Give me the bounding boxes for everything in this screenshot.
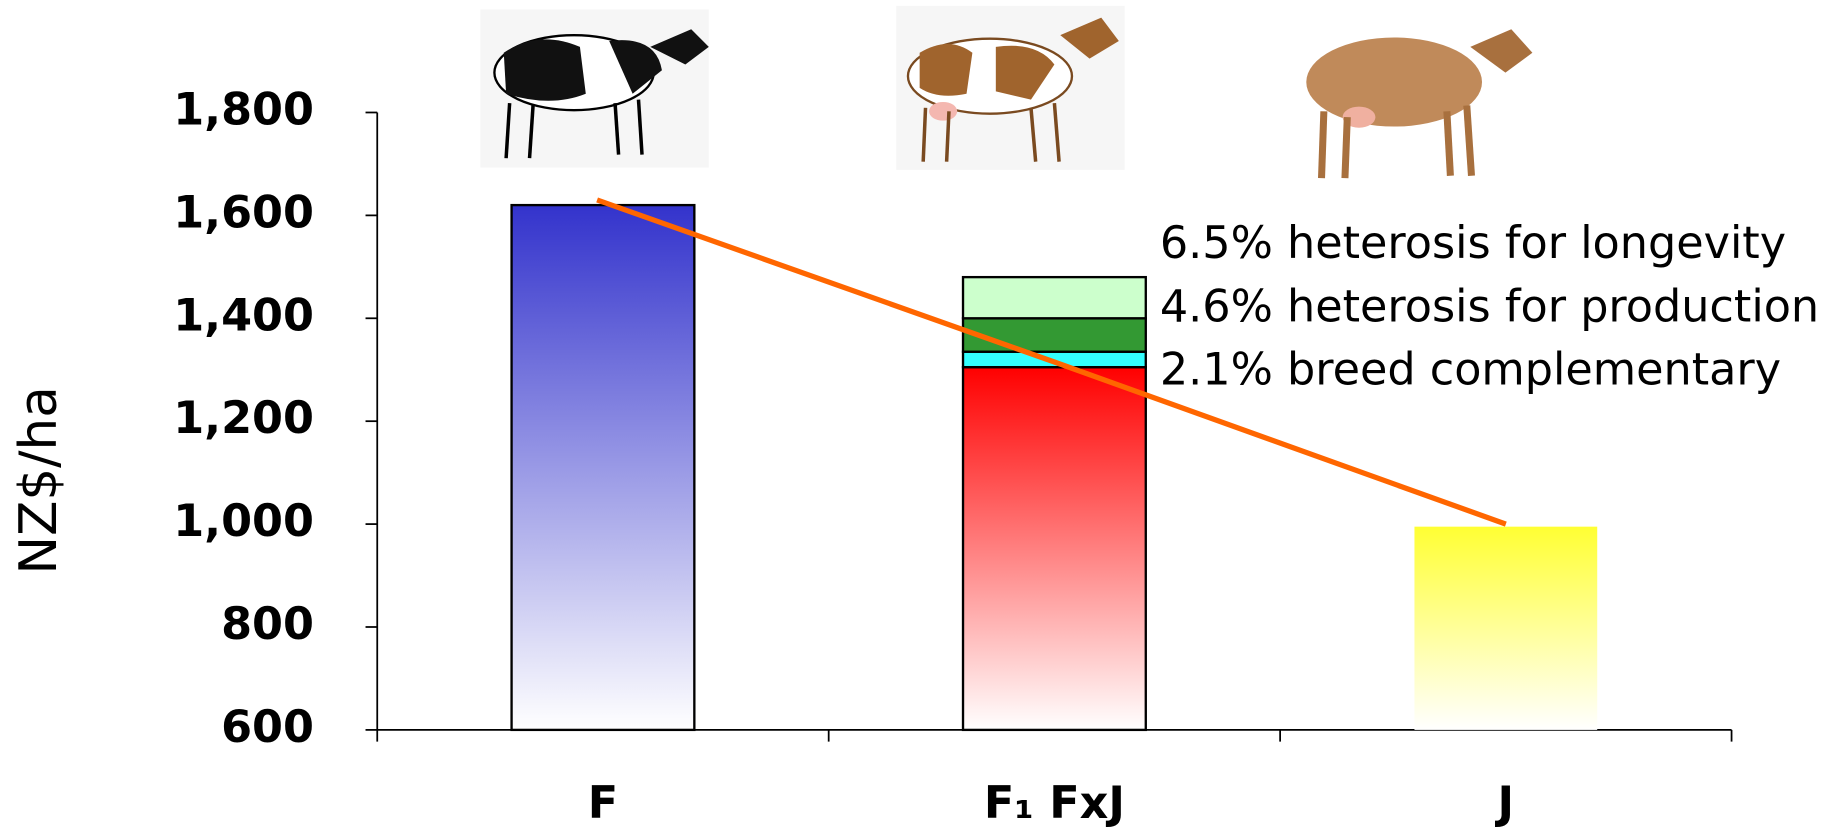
trend-line bbox=[596, 197, 1507, 527]
y-axis-label: NZ$/ha bbox=[9, 386, 69, 574]
x-tick-label: J bbox=[1495, 778, 1515, 829]
y-tick-label: 1,000 bbox=[173, 496, 314, 547]
y-tick-label: 1,200 bbox=[173, 393, 314, 444]
bar-segment bbox=[961, 365, 1147, 732]
x-tick-label: F bbox=[588, 778, 618, 829]
y-tick-label: 1,600 bbox=[173, 187, 314, 238]
bar-segment bbox=[961, 317, 1147, 353]
x-tick-label: F₁ FxJ bbox=[984, 778, 1125, 829]
y-tick-label: 800 bbox=[221, 599, 314, 650]
y-tick-label: 1,800 bbox=[173, 84, 314, 135]
bar-segment bbox=[510, 203, 696, 732]
y-tick-label: 600 bbox=[221, 702, 314, 753]
legend-entry: 6.5% heterosis for longevity bbox=[1160, 218, 1786, 269]
legend-entry: 4.6% heterosis for production bbox=[1160, 281, 1819, 332]
bar-segment bbox=[1414, 526, 1598, 730]
y-tick-label: 1,400 bbox=[173, 290, 314, 341]
cow-crossbred bbox=[896, 5, 1125, 170]
legend-entry: 2.1% breed complementary bbox=[1160, 345, 1781, 396]
cow-holstein bbox=[480, 9, 709, 168]
bar-segment bbox=[961, 275, 1147, 320]
cow-jersey bbox=[1306, 29, 1533, 179]
